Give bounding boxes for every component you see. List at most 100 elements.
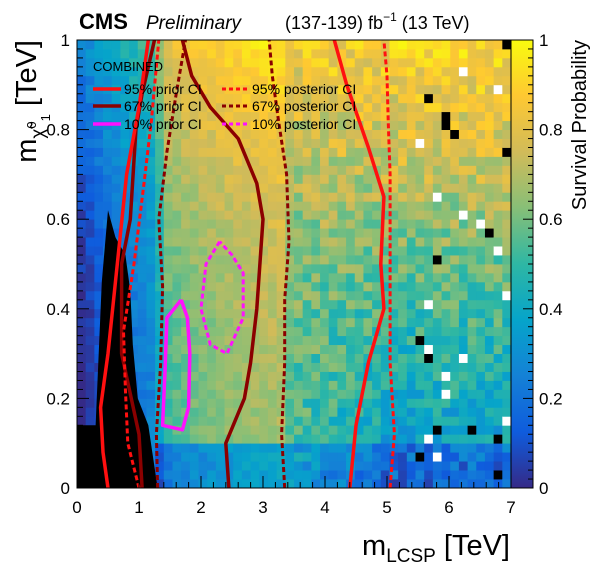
heatmap-cell	[77, 416, 87, 426]
heatmap-cell	[346, 165, 356, 175]
heatmap-cell	[77, 353, 87, 363]
heatmap-cell	[476, 165, 486, 175]
heatmap-cell	[77, 75, 87, 86]
heatmap-cell	[328, 461, 338, 471]
heatmap-cell	[163, 264, 173, 274]
heatmap-cell	[467, 174, 477, 184]
heatmap-cell	[207, 461, 217, 471]
heatmap-cell	[450, 353, 460, 363]
heatmap-cell	[189, 147, 199, 157]
heatmap-cell	[493, 299, 503, 310]
heatmap-cell	[285, 452, 295, 462]
heatmap-cell	[346, 371, 356, 381]
heatmap-cell	[302, 165, 312, 175]
heatmap-cell	[250, 192, 260, 202]
heatmap-cell	[215, 290, 225, 301]
heatmap-cell	[198, 93, 208, 104]
heatmap-cell	[181, 183, 191, 193]
heatmap-cell	[458, 380, 468, 390]
heatmap-cell	[424, 290, 434, 301]
heatmap-cell	[259, 362, 269, 372]
heatmap-cell	[398, 102, 408, 113]
heatmap-cell	[311, 407, 321, 417]
heatmap-cell	[77, 93, 87, 104]
heatmap-cell	[250, 228, 260, 238]
heatmap-cell	[215, 147, 225, 157]
heatmap-cell	[458, 156, 468, 166]
cms-label: CMS	[79, 9, 128, 34]
heatmap-cell	[285, 255, 295, 265]
heatmap-cell	[155, 228, 165, 238]
heatmap-cell	[354, 93, 364, 104]
heatmap-cell	[380, 344, 390, 354]
heatmap-cell	[181, 479, 191, 488]
heatmap-cell	[406, 40, 416, 50]
heatmap-cell	[406, 165, 416, 175]
heatmap-cell	[493, 156, 503, 166]
heatmap-cell	[311, 40, 321, 50]
heatmap-cell	[493, 192, 503, 202]
heatmap-cell	[484, 210, 495, 220]
heatmap-cell	[250, 84, 260, 95]
heatmap-cell	[432, 165, 442, 175]
heatmap-cell	[207, 470, 217, 480]
heatmap-cell	[259, 344, 269, 354]
heatmap-cell	[259, 120, 269, 130]
heatmap-cell	[415, 102, 425, 113]
heatmap-cell	[328, 201, 338, 211]
heatmap-cell	[424, 156, 434, 166]
heatmap-cell	[285, 165, 295, 175]
heatmap-cell	[406, 353, 416, 363]
y-tick-label: 0	[61, 479, 70, 498]
heatmap-cell	[380, 317, 390, 328]
heatmap-cell	[137, 156, 147, 166]
heatmap-cell	[389, 246, 399, 256]
heatmap-cell	[77, 57, 87, 68]
heatmap-cell	[302, 461, 312, 471]
heatmap-cell	[172, 452, 182, 462]
heatmap-cell	[432, 264, 442, 274]
heatmap-cell	[259, 452, 269, 462]
heatmap-cell	[276, 165, 286, 175]
heatmap-cell	[285, 389, 295, 399]
heatmap-cell	[285, 407, 295, 417]
heatmap-cell	[502, 120, 511, 130]
heatmap-cell	[380, 147, 390, 157]
heatmap-cell	[389, 93, 399, 104]
heatmap-cell	[441, 40, 451, 50]
heatmap-cell	[441, 362, 451, 372]
heatmap-cell	[224, 290, 234, 301]
heatmap-cell	[250, 210, 260, 220]
heatmap-cell	[250, 452, 260, 462]
heatmap-cell	[172, 93, 182, 104]
heatmap-cell	[77, 335, 87, 346]
heatmap-cell	[224, 237, 234, 247]
heatmap-cell	[406, 434, 416, 444]
heatmap-cell	[398, 219, 408, 229]
heatmap-cell	[250, 362, 260, 372]
heatmap-cell	[450, 147, 460, 157]
heatmap-cell	[354, 452, 364, 462]
heatmap-cell	[233, 308, 243, 319]
heatmap-cell	[484, 246, 495, 256]
heatmap-cell	[129, 237, 139, 247]
heatmap-cell	[224, 40, 234, 50]
heatmap-cell	[484, 183, 495, 193]
heatmap-cell	[198, 335, 208, 346]
heatmap-cell	[372, 228, 382, 238]
heatmap-cell	[424, 389, 434, 399]
colorbar	[511, 40, 533, 488]
heatmap-cell	[276, 219, 286, 229]
heatmap-cell	[337, 192, 347, 202]
heatmap-cell	[276, 120, 286, 130]
heatmap-cell	[380, 93, 390, 104]
heatmap-cell	[267, 281, 278, 292]
heatmap-cell	[129, 48, 139, 59]
heatmap-cell	[285, 326, 295, 337]
heatmap-cell	[181, 389, 191, 399]
heatmap-cell	[181, 210, 191, 220]
heatmap-cell	[233, 93, 243, 104]
heatmap-cell	[294, 389, 304, 399]
heatmap-cell	[415, 228, 425, 238]
heatmap-cell	[207, 264, 217, 274]
